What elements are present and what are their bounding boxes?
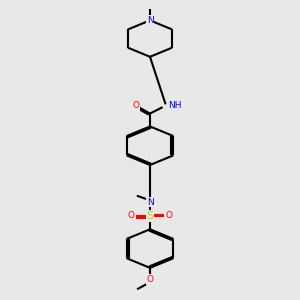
Text: S: S: [146, 211, 154, 221]
Text: N: N: [147, 16, 153, 25]
Text: O: O: [128, 212, 135, 220]
Text: O: O: [165, 212, 172, 220]
Text: N: N: [147, 198, 153, 207]
Text: O: O: [132, 101, 139, 110]
Text: O: O: [146, 275, 154, 284]
Text: NH: NH: [169, 101, 182, 110]
